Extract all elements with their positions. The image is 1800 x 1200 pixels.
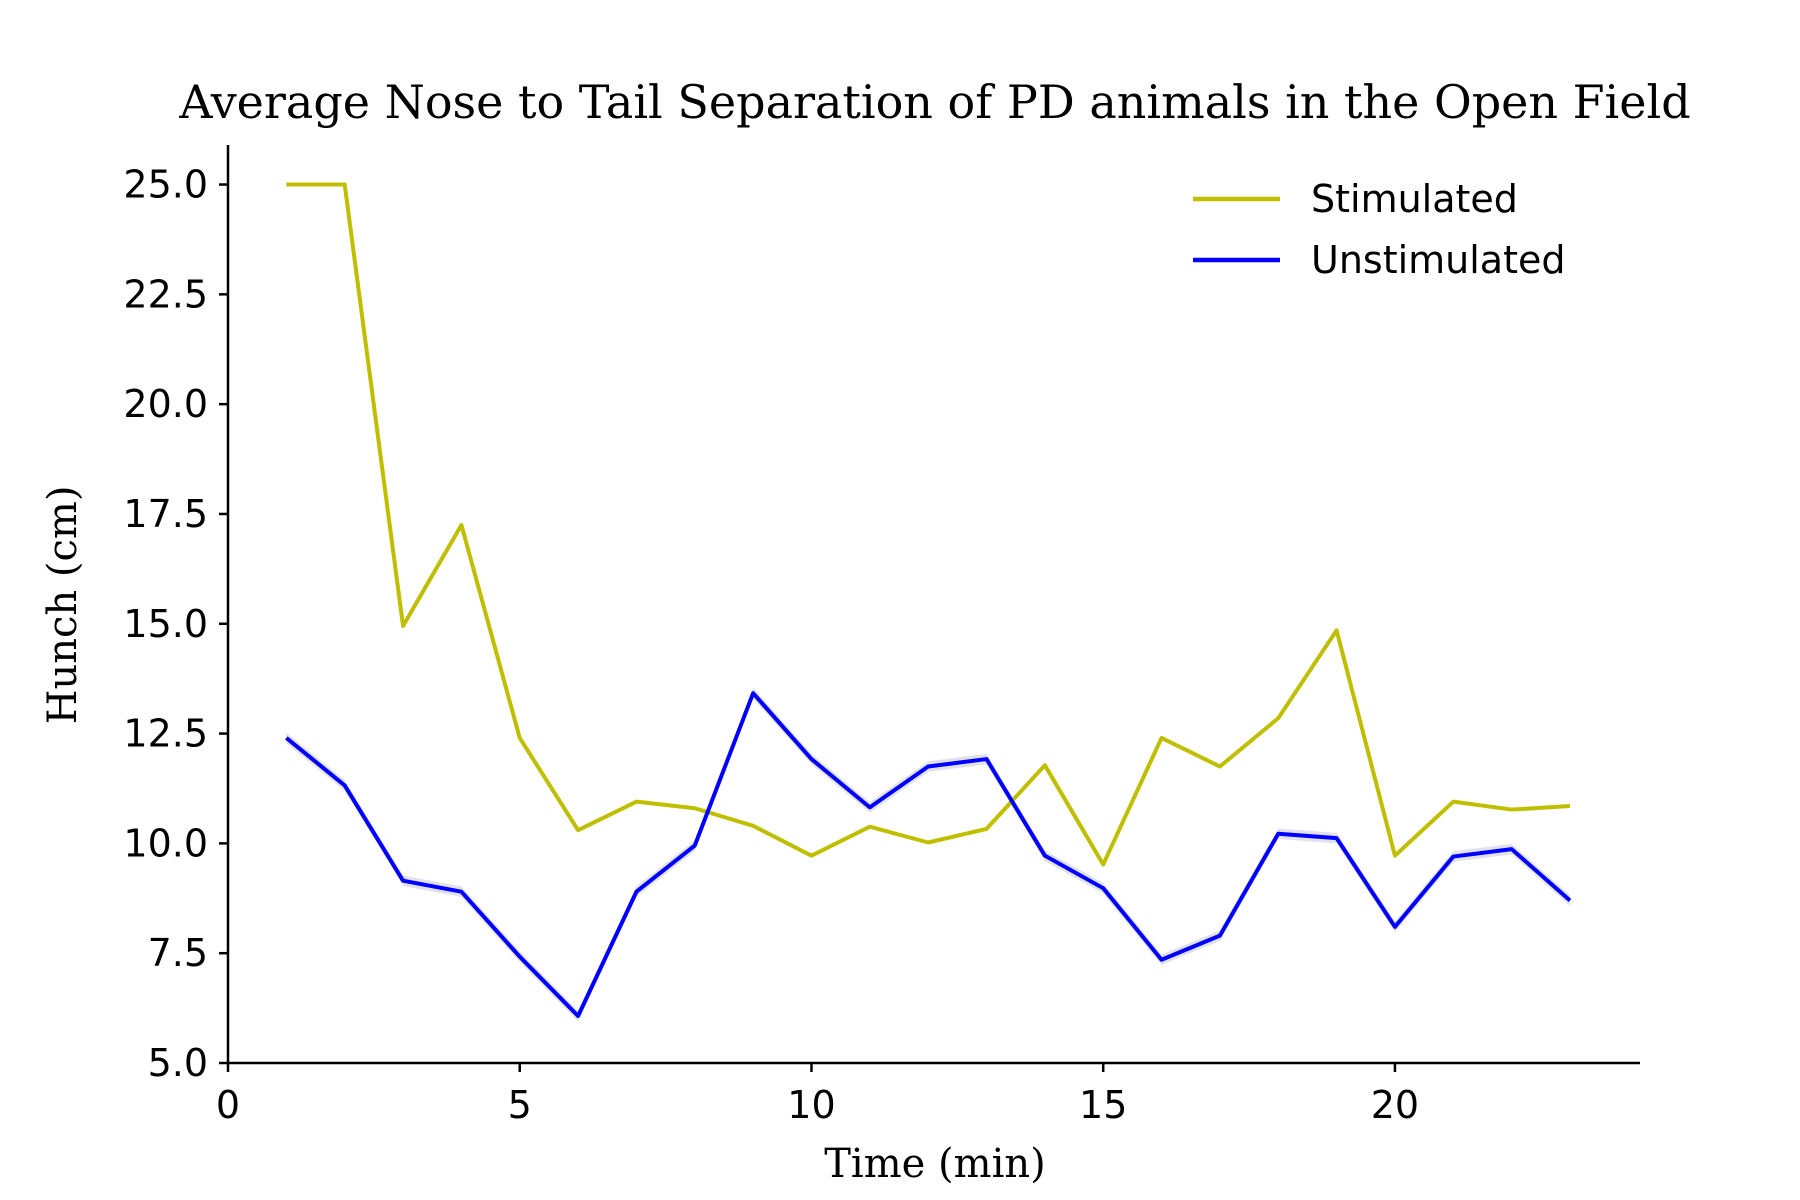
axes (226, 145, 1640, 1065)
x-tick-label: 20 (1371, 1083, 1419, 1127)
y-tick-label: 17.5 (123, 492, 208, 536)
y-tick-label: 5.0 (148, 1041, 208, 1085)
series-line-stimulated (286, 182, 1571, 867)
legend-label: Stimulated (1311, 177, 1518, 221)
y-tick-label: 20.0 (123, 382, 208, 426)
x-tick-label: 15 (1079, 1083, 1127, 1127)
y-axis-ticks: 5.0 7.5 10.0 12.5 15.0 17.5 20.0 22.5 25.0 (123, 163, 228, 1085)
confidence-band (286, 687, 1570, 1022)
confidence-bands (286, 687, 1570, 1022)
legend: Stimulated Unstimulated (1193, 177, 1566, 282)
y-axis-label: Hunch (cm) (40, 486, 86, 725)
series-line-unstimulated (285, 691, 1572, 1019)
x-axis-label: Time (min) (824, 1141, 1045, 1187)
x-tick-label: 10 (787, 1083, 835, 1127)
y-tick-label: 25.0 (123, 163, 208, 207)
y-tick-label: 10.0 (123, 821, 208, 865)
x-tick-label: 5 (508, 1083, 532, 1127)
x-axis-ticks: 0 5 10 15 20 (216, 1063, 1419, 1127)
y-tick-label: 12.5 (123, 712, 208, 756)
series-lines (285, 182, 1572, 1019)
chart-title: Average Nose to Tail Separation of PD an… (178, 75, 1690, 129)
y-tick-label: 15.0 (123, 602, 208, 646)
legend-label: Unstimulated (1311, 238, 1566, 282)
y-tick-label: 7.5 (148, 931, 208, 975)
y-tick-label: 22.5 (123, 272, 208, 316)
x-tick-label: 0 (216, 1083, 240, 1127)
